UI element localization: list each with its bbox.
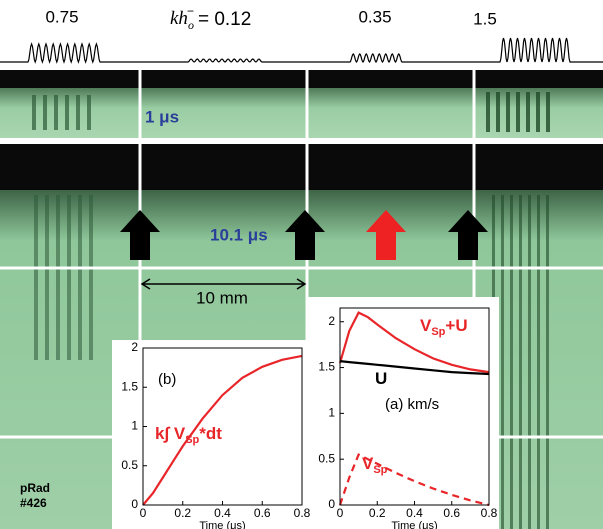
streak (536, 92, 540, 132)
x-tick-label: 0 (140, 506, 147, 520)
time-label: 1 μs (145, 107, 179, 126)
annotation: VSp (362, 454, 388, 475)
annotation-text: k∫ V (155, 424, 186, 443)
streak (54, 95, 58, 130)
eq-sub: o (188, 18, 194, 32)
annotation: VSp+U (420, 316, 468, 337)
annotation: U (375, 369, 387, 388)
frame-dark (0, 70, 603, 88)
streak (501, 195, 504, 529)
y-tick-label: 1 (131, 419, 138, 433)
annotation-text: U (375, 369, 387, 388)
series-line (339, 360, 490, 376)
x-tick-label: 0.4 (406, 506, 423, 520)
annotation-rest: +U (445, 316, 467, 335)
streak (516, 92, 520, 132)
mode-label: 0.75 (45, 7, 78, 26)
streak (65, 95, 69, 130)
scale-bar (140, 278, 307, 290)
panel-label: (a) km/s (385, 396, 439, 413)
x-tick-label: 0.6 (443, 506, 460, 520)
streak (506, 92, 510, 132)
eq-symbol: kh (170, 8, 188, 29)
x-tick-label: 0.8 (294, 506, 311, 520)
plot-frame (142, 347, 303, 506)
x-tick-label: 0 (337, 506, 344, 520)
annotation-sub: Sp (431, 326, 445, 338)
y-tick-label: 1.5 (318, 360, 335, 374)
streaks (32, 92, 550, 529)
streak (67, 195, 71, 360)
streak (56, 195, 60, 360)
x-tick-label: 0.2 (369, 506, 386, 520)
eq-rest: = 0.12 (198, 9, 251, 30)
y-tick-label: 1.5 (121, 379, 138, 393)
streak (519, 195, 522, 529)
streak (32, 95, 36, 130)
streak (546, 92, 550, 132)
annotation: k∫ VSp*dt (155, 424, 222, 445)
frame-dark (0, 144, 603, 190)
y-tick-label: 0 (328, 497, 335, 511)
mode-label: 1.5 (473, 9, 497, 28)
streak (45, 195, 49, 360)
arrows (120, 210, 488, 260)
streak (510, 195, 513, 529)
y-tick-label: 2 (131, 340, 138, 354)
annotation-text: V (420, 316, 432, 335)
streak (76, 95, 80, 130)
streak (528, 195, 531, 529)
streak (537, 195, 540, 529)
equation: kho− = 0.12 (170, 4, 251, 32)
x-tick-label: 0.8 (481, 506, 498, 520)
streak (546, 195, 549, 529)
streak (43, 95, 47, 130)
frame-1 (0, 88, 603, 138)
x-axis-label: Time (μs) (199, 520, 245, 529)
x-axis-label: Time (μs) (391, 520, 437, 529)
streak (89, 195, 93, 360)
inset-bg (112, 340, 307, 529)
separator (0, 138, 603, 144)
profile-bg (0, 0, 603, 70)
annotation-sub: Sp (185, 434, 199, 446)
series-line (338, 311, 490, 374)
streak (87, 95, 91, 130)
y-tick-label: 0 (131, 497, 138, 511)
streak (526, 92, 530, 132)
streak (486, 92, 490, 132)
time-label: 10.1 μs (210, 225, 268, 244)
series-line (142, 354, 303, 506)
annotation-rest: *dt (199, 424, 222, 443)
streak (496, 92, 500, 132)
annotation-sub: Sp (373, 464, 387, 476)
streak (34, 195, 38, 360)
mode-label: 0.35 (358, 7, 391, 26)
inset-chart: 0 0.5 1 1.5 2 0 0.2 0.4 0.6 0.8 Time (μs) (a) km/s V… (307, 297, 499, 529)
eq-sup: − (187, 4, 194, 18)
profile-wave (0, 37, 603, 64)
scale-label: 10 mm (196, 288, 248, 307)
x-tick-label: 0.2 (174, 506, 191, 520)
streak (78, 195, 82, 360)
y-tick-label: 2 (328, 314, 335, 328)
annotation-text: V (362, 454, 374, 473)
inset-bg (307, 297, 499, 529)
inset-chart: 0 0.5 1 1.5 2 0 0.2 0.4 0.6 0.8 Time (μs) (b) k∫ VSp… (112, 340, 311, 529)
x-tick-label: 0.6 (254, 506, 271, 520)
panel-label: (b) (158, 371, 176, 388)
series-line (338, 453, 490, 507)
x-tick-label: 0.4 (214, 506, 231, 520)
y-tick-label: 0.5 (121, 458, 138, 472)
y-tick-label: 0.5 (318, 451, 335, 465)
plot-frame (339, 307, 490, 506)
shot-label: #426 (20, 496, 47, 510)
y-tick-label: 1 (328, 406, 335, 420)
shot-label: pRad (20, 481, 50, 495)
